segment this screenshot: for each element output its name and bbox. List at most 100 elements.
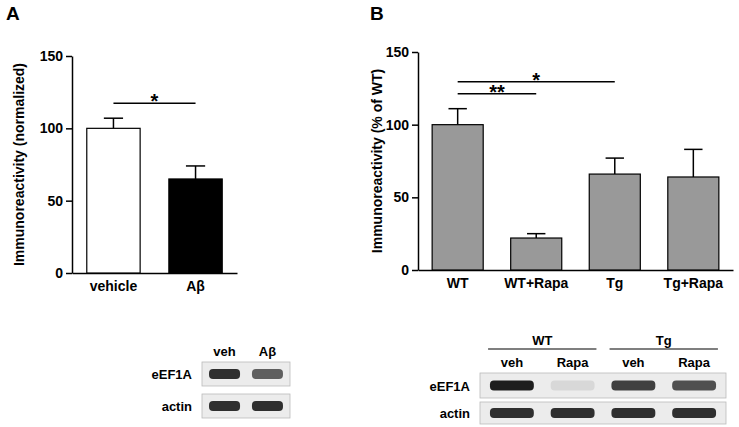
blot-strip	[480, 402, 726, 424]
y-tick-mark	[66, 200, 72, 202]
x-tick: vehicle	[90, 273, 138, 294]
x-axis: WT WT+Rapa Tg Tg+Rapa	[419, 270, 734, 291]
blot-lane-label: veh	[213, 344, 235, 359]
error-bar	[614, 158, 616, 174]
x-tick: Tg+Rapa	[664, 270, 724, 291]
blot-lane-label: Aβ	[259, 344, 276, 359]
y-axis-title: Immunoreactivity (normalized)	[11, 63, 27, 266]
blot-band	[252, 401, 283, 411]
y-axis-title: Immunoreactivity (% of WT)	[369, 69, 385, 253]
y-tick-label: 0	[401, 262, 409, 278]
y-tick-mark	[412, 197, 418, 199]
x-tick-label: Tg	[606, 275, 623, 291]
significance-label: **	[489, 81, 505, 103]
panel-1: BImmunoreactivity (% of WT)050100150WTWT…	[369, 3, 734, 424]
blot-row-label: eEF1A	[430, 379, 471, 394]
panel-label: B	[370, 3, 384, 24]
blot-lane-label: veh	[501, 355, 523, 370]
x-tick-label: Tg+Rapa	[664, 275, 724, 291]
y-axis: 0 50 100 150	[386, 44, 419, 278]
y-tick-mark	[412, 270, 418, 272]
blot-band	[672, 408, 716, 418]
blot-group-line	[488, 348, 596, 349]
y-tick-mark	[66, 56, 72, 58]
error-bar	[195, 166, 197, 179]
y-tick-label: 150	[386, 44, 410, 60]
error-bar	[457, 109, 459, 125]
y-tick-label: 100	[40, 120, 64, 136]
plot-area	[87, 118, 222, 273]
blot-group-label: WT	[532, 333, 552, 348]
blot-lane-label: Rapa	[678, 355, 711, 370]
y-tick-mark	[412, 52, 418, 54]
error-cap	[186, 165, 205, 167]
blot-row-label: eEF1A	[152, 367, 193, 382]
blot-lane-label: Rapa	[557, 355, 590, 370]
blot-strip	[202, 362, 290, 386]
x-tick: Tg	[606, 270, 623, 291]
significance-label: *	[151, 90, 159, 112]
bar	[511, 238, 562, 270]
y-axis-line	[72, 57, 74, 274]
x-tick-label: WT	[447, 275, 469, 291]
x-tick: WT+Rapa	[504, 270, 568, 291]
bar	[87, 128, 140, 273]
y-tick: 50	[47, 193, 72, 209]
x-tick: WT	[447, 270, 469, 291]
bar	[432, 125, 483, 270]
y-tick-mark	[412, 124, 418, 126]
blot-band	[611, 408, 655, 418]
y-tick-label: 100	[386, 117, 410, 133]
western-blot: WTTgvehRapavehRapaeEF1Aactin	[430, 333, 726, 424]
panel-0: A Immunoreactivity (normalized) 0 50 100 150 v…	[6, 3, 290, 418]
y-tick: 100	[40, 120, 72, 136]
error-cap	[684, 149, 702, 151]
x-tick-label: vehicle	[90, 278, 138, 294]
x-axis: vehicle Aβ	[73, 273, 238, 294]
error-cap	[448, 108, 466, 110]
y-tick-label: 50	[393, 189, 409, 205]
y-tick: 150	[40, 48, 72, 64]
x-tick-label: Aβ	[186, 278, 205, 294]
blot-band	[490, 381, 534, 391]
bar	[589, 174, 640, 270]
error-cap	[104, 117, 123, 119]
y-tick: 0	[401, 262, 418, 278]
y-axis: 0 50 100 150	[40, 48, 73, 281]
error-bar	[693, 149, 695, 177]
blot-band	[209, 369, 240, 379]
y-tick: 50	[393, 189, 418, 205]
blot-row-label: actin	[162, 399, 192, 414]
plot-area	[432, 109, 719, 270]
blot-strip	[480, 373, 726, 398]
significance-label: *	[532, 69, 540, 91]
blot-band	[551, 408, 595, 418]
y-tick: 150	[386, 44, 418, 60]
y-tick: 100	[386, 117, 418, 133]
western-blot: veh Aβ eEF1A actin	[152, 344, 290, 418]
blot-strip	[202, 394, 290, 418]
blot-row-label: actin	[440, 406, 470, 421]
blot-band	[490, 408, 534, 418]
error-cap	[606, 157, 624, 159]
y-tick-label: 150	[40, 48, 64, 64]
error-cap	[527, 233, 545, 235]
panel-label: A	[6, 3, 20, 24]
blot-group-line	[610, 348, 718, 349]
y-tick-label: 50	[47, 193, 63, 209]
x-tick: Aβ	[186, 273, 205, 294]
y-tick-mark	[66, 128, 72, 130]
y-tick: 0	[55, 265, 72, 281]
blot-band	[611, 381, 655, 391]
blot-lane-label: veh	[622, 355, 644, 370]
blot-band	[252, 369, 283, 379]
blot-band	[672, 381, 716, 391]
x-tick-label: WT+Rapa	[504, 275, 568, 291]
figure: A Immunoreactivity (normalized) 0 50 100 150 v…	[0, 0, 739, 427]
y-axis-line	[418, 53, 420, 271]
bar	[668, 177, 719, 270]
bar	[169, 179, 222, 273]
y-tick-mark	[66, 273, 72, 275]
error-bar	[113, 118, 115, 128]
blot-band	[209, 401, 240, 411]
